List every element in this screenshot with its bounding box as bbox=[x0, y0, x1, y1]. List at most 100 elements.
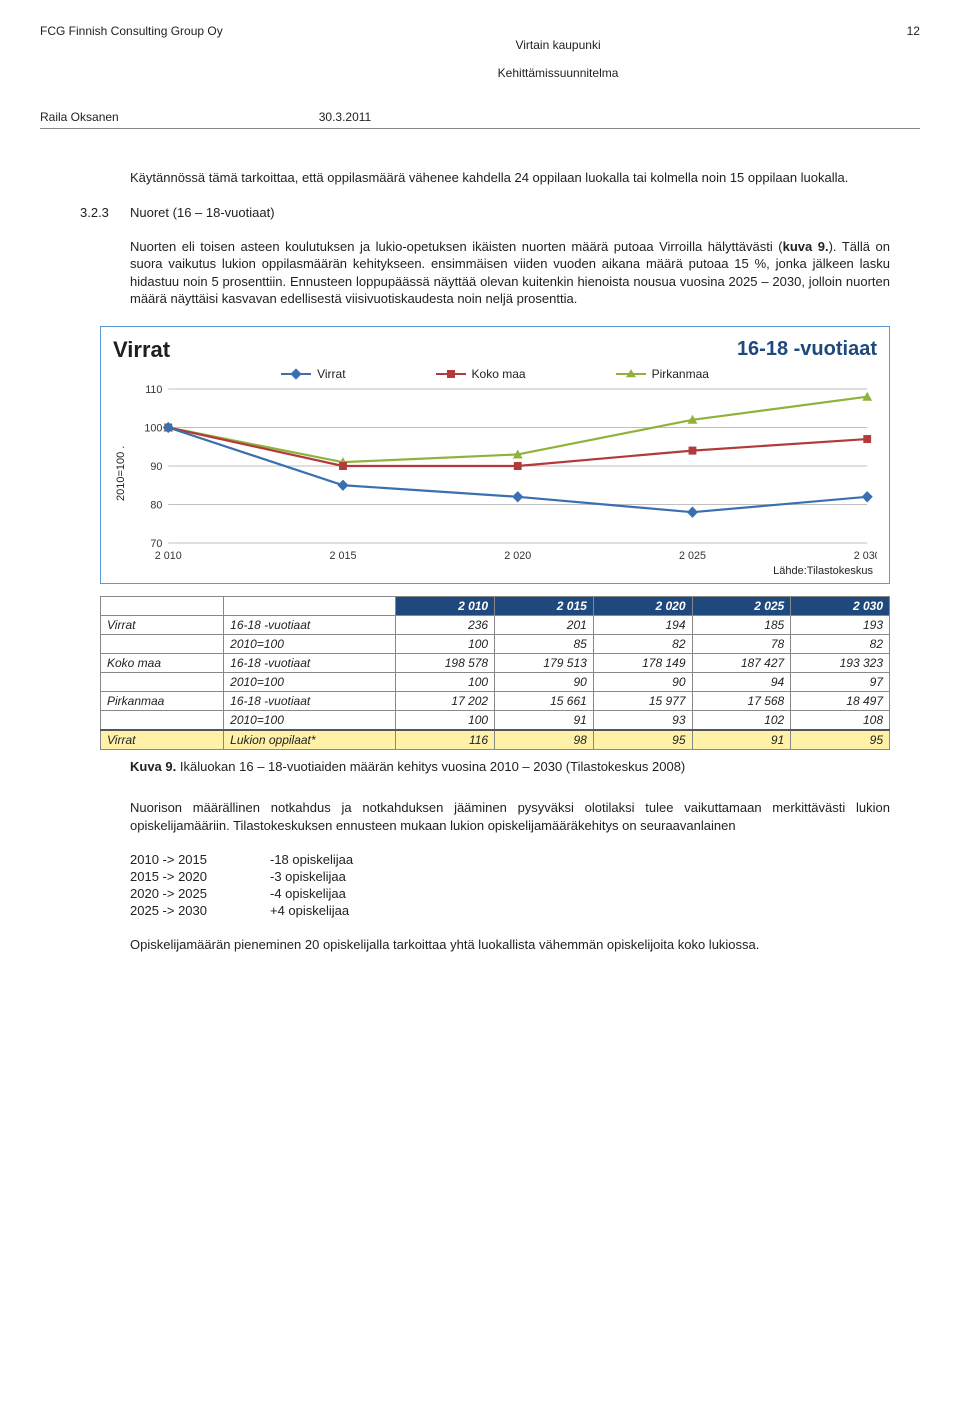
svg-text:2 010: 2 010 bbox=[155, 550, 182, 562]
table-row-highlight: VirratLukion oppilaat*11698959195 bbox=[101, 730, 890, 750]
legend-label-virrat: Virrat bbox=[317, 367, 345, 381]
change-range: 2015 -> 2020 bbox=[130, 869, 240, 884]
year-2: 2 020 bbox=[593, 596, 692, 615]
cell: 82 bbox=[593, 634, 692, 653]
header-left: FCG Finnish Consulting Group Oy bbox=[40, 24, 223, 94]
row-sublabel: 16-18 -vuotiaat bbox=[224, 615, 396, 634]
cell: 82 bbox=[791, 634, 890, 653]
cell: 187 427 bbox=[692, 653, 791, 672]
caption-rest: Ikäluokan 16 – 18-vuotiaiden määrän kehi… bbox=[176, 759, 685, 774]
paragraph-4: Opiskelijamäärän pieneminen 20 opiskelij… bbox=[130, 936, 890, 954]
section-title: Nuoret (16 – 18-vuotiaat) bbox=[130, 205, 890, 220]
table-row: Koko maa16-18 -vuotiaat198 578179 513178… bbox=[101, 653, 890, 672]
table-header-row: 2 010 2 015 2 020 2 025 2 030 bbox=[101, 596, 890, 615]
legend-label-pirkanmaa: Pirkanmaa bbox=[652, 367, 709, 381]
header-center-1: Virtain kaupunki bbox=[515, 38, 600, 52]
cell: 194 bbox=[593, 615, 692, 634]
svg-text:100: 100 bbox=[144, 422, 162, 434]
legend-virrat: Virrat bbox=[281, 367, 345, 381]
svg-text:2 025: 2 025 bbox=[679, 550, 706, 562]
change-row: 2015 -> 2020 -3 opiskelijaa bbox=[130, 869, 920, 884]
cell: 178 149 bbox=[593, 653, 692, 672]
legend-label-koko: Koko maa bbox=[472, 367, 526, 381]
paragraph-4-text: Opiskelijamäärän pieneminen 20 opiskelij… bbox=[130, 936, 890, 954]
cell: 15 661 bbox=[495, 691, 594, 710]
author-row: Raila Oksanen 30.3.2011 bbox=[40, 110, 920, 124]
header-center-2: Kehittämissuunnitelma bbox=[498, 66, 619, 80]
cell: 17 568 bbox=[692, 691, 791, 710]
svg-text:90: 90 bbox=[150, 461, 162, 473]
paragraph-1-text: Käytännössä tämä tarkoittaa, että oppila… bbox=[130, 169, 890, 187]
row-sublabel: Lukion oppilaat* bbox=[224, 730, 396, 750]
cell: 100 bbox=[396, 710, 495, 730]
chart-container: Virrat 16-18 -vuotiaat Virrat Koko maa P… bbox=[100, 326, 890, 584]
legend-swatch-koko bbox=[436, 373, 466, 375]
year-1: 2 015 bbox=[495, 596, 594, 615]
legend-swatch-pirkanmaa bbox=[616, 373, 646, 375]
cell: 198 578 bbox=[396, 653, 495, 672]
row-group bbox=[101, 710, 224, 730]
cell: 97 bbox=[791, 672, 890, 691]
change-range: 2010 -> 2015 bbox=[130, 852, 240, 867]
year-4: 2 030 bbox=[791, 596, 890, 615]
cell: 90 bbox=[593, 672, 692, 691]
table-row: 2010=1001009193102108 bbox=[101, 710, 890, 730]
svg-text:2 030: 2 030 bbox=[854, 550, 877, 562]
change-range: 2020 -> 2025 bbox=[130, 886, 240, 901]
cell: 18 497 bbox=[791, 691, 890, 710]
change-delta: -18 opiskelijaa bbox=[270, 852, 353, 867]
legend-pirkanmaa: Pirkanmaa bbox=[616, 367, 709, 381]
cell: 185 bbox=[692, 615, 791, 634]
cell: 93 bbox=[593, 710, 692, 730]
cell: 91 bbox=[495, 710, 594, 730]
year-3: 2 025 bbox=[692, 596, 791, 615]
table-row: 2010=10010090909497 bbox=[101, 672, 890, 691]
row-group: Koko maa bbox=[101, 653, 224, 672]
svg-text:80: 80 bbox=[150, 499, 162, 511]
cell: 95 bbox=[791, 730, 890, 750]
change-delta: -3 opiskelijaa bbox=[270, 869, 346, 884]
row-group bbox=[101, 634, 224, 653]
section-number: 3.2.3 bbox=[80, 205, 130, 220]
paragraph-2: Nuorten eli toisen asteen koulutuksen ja… bbox=[130, 238, 890, 308]
chart-header: Virrat 16-18 -vuotiaat bbox=[113, 337, 877, 363]
cell: 236 bbox=[396, 615, 495, 634]
change-row: 2025 -> 2030+4 opiskelijaa bbox=[130, 903, 920, 918]
cell: 100 bbox=[396, 672, 495, 691]
chart-title-left: Virrat bbox=[113, 337, 170, 363]
data-table: 2 010 2 015 2 020 2 025 2 030 Virrat16-1… bbox=[100, 596, 890, 750]
figure-caption: Kuva 9. Ikäluokan 16 – 18-vuotiaiden mää… bbox=[130, 758, 890, 776]
p2-ref: kuva 9. bbox=[783, 239, 829, 254]
cell: 85 bbox=[495, 634, 594, 653]
page-header: FCG Finnish Consulting Group Oy Virtain … bbox=[40, 24, 920, 94]
cell: 95 bbox=[593, 730, 692, 750]
change-row: 2020 -> 2025 -4 opiskelijaa bbox=[130, 886, 920, 901]
svg-text:2 015: 2 015 bbox=[330, 550, 357, 562]
cell: 91 bbox=[692, 730, 791, 750]
paragraph-1: Käytännössä tämä tarkoittaa, että oppila… bbox=[130, 169, 890, 187]
svg-text:2 020: 2 020 bbox=[504, 550, 531, 562]
caption-bold: Kuva 9. bbox=[130, 759, 176, 774]
chart-plot: 70 80 90 100 110 2 010 2 015 2 020 2 025 2 030 bbox=[133, 383, 877, 563]
row-sublabel: 16-18 -vuotiaat bbox=[224, 653, 396, 672]
row-group: Pirkanmaa bbox=[101, 691, 224, 710]
cell: 17 202 bbox=[396, 691, 495, 710]
document-date: 30.3.2011 bbox=[319, 110, 372, 124]
chart-legend: Virrat Koko maa Pirkanmaa bbox=[113, 367, 877, 381]
cell: 116 bbox=[396, 730, 495, 750]
table-row: 2010=10010085827882 bbox=[101, 634, 890, 653]
svg-text:110: 110 bbox=[145, 384, 162, 396]
row-sublabel: 16-18 -vuotiaat bbox=[224, 691, 396, 710]
cell: 179 513 bbox=[495, 653, 594, 672]
row-sublabel: 2010=100 bbox=[224, 710, 396, 730]
row-sublabel: 2010=100 bbox=[224, 672, 396, 691]
row-group: Virrat bbox=[101, 615, 224, 634]
table-blank-1 bbox=[101, 596, 224, 615]
change-delta: -4 opiskelijaa bbox=[270, 886, 346, 901]
cell: 100 bbox=[396, 634, 495, 653]
plot-wrap: 2010=100 . 7080901001102 0102 0152 0202 … bbox=[113, 383, 877, 563]
cell: 193 323 bbox=[791, 653, 890, 672]
svg-text:70: 70 bbox=[150, 538, 162, 550]
cell: 94 bbox=[692, 672, 791, 691]
row-group: Virrat bbox=[101, 730, 224, 750]
